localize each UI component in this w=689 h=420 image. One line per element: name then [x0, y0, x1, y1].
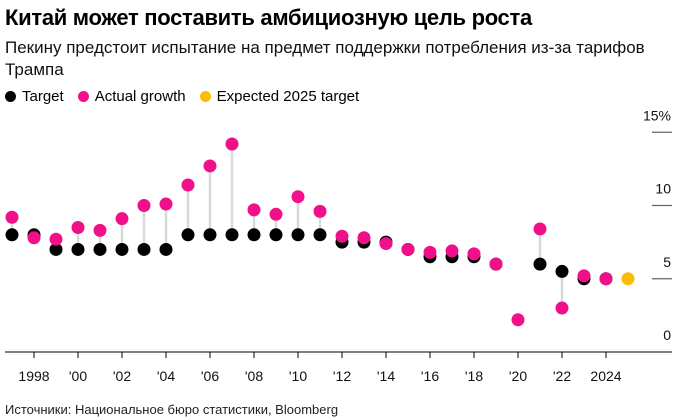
y-tick-label: 10 — [655, 181, 671, 197]
x-tick-label: '04 — [157, 368, 175, 384]
legend-item-actual: Actual growth — [77, 88, 186, 105]
target-point — [93, 242, 107, 256]
actual-growth-point — [181, 178, 195, 192]
chart-title: Китай может поставить амбициозную цель р… — [5, 5, 532, 30]
actual-growth-point — [467, 247, 481, 261]
actual-growth-point — [599, 272, 613, 286]
legend-item-target: Target — [5, 88, 64, 105]
target-point — [159, 242, 173, 256]
actual-growth-point — [401, 242, 415, 256]
legend-label-expected: Expected 2025 target — [216, 88, 360, 105]
actual-growth-point — [335, 229, 349, 243]
actual-growth-point — [511, 313, 525, 327]
actual-growth-point — [269, 207, 283, 221]
actual-growth-point — [203, 159, 217, 173]
x-tick-label: '08 — [245, 368, 263, 384]
actual-growth-point — [357, 231, 371, 245]
actual-growth-point — [489, 257, 503, 271]
y-tick-label: 5 — [663, 254, 671, 270]
x-tick-label: '14 — [377, 368, 395, 384]
x-tick-label: '06 — [201, 368, 219, 384]
chart-subtitle: Пекину предстоит испытание на предмет по… — [5, 38, 645, 79]
actual-growth-point — [93, 223, 107, 237]
x-tick-label: '12 — [333, 368, 351, 384]
x-tick-label: '22 — [553, 368, 571, 384]
actual-growth-point — [137, 199, 151, 212]
x-tick-label: '16 — [421, 368, 439, 384]
target-point — [115, 242, 129, 256]
target-point — [247, 228, 261, 242]
target-point — [5, 228, 19, 242]
source-note: Источники: Национальное бюро статистики,… — [5, 402, 339, 417]
x-tick-label: '10 — [289, 368, 307, 384]
legend: Target Actual growth Expected 2025 targe… — [5, 88, 359, 105]
x-tick-label: '00 — [69, 368, 87, 384]
actual-growth-point — [577, 269, 591, 283]
legend-swatch-target — [5, 91, 16, 102]
actual-growth-point — [49, 232, 63, 246]
actual-growth-point — [555, 301, 569, 315]
actual-growth-point — [313, 204, 327, 218]
target-point — [71, 242, 85, 256]
x-tick-label: '02 — [113, 368, 131, 384]
x-tick-label: 2024 — [590, 368, 621, 384]
x-tick-label: '18 — [465, 368, 483, 384]
actual-growth-point — [71, 220, 85, 234]
actual-growth-point — [225, 137, 239, 151]
expected-target-point — [621, 272, 635, 286]
target-point — [49, 242, 63, 256]
legend-label-actual: Actual growth — [94, 88, 186, 105]
target-point — [225, 228, 239, 242]
actual-growth-point — [445, 244, 459, 258]
actual-growth-point — [379, 237, 393, 251]
actual-growth-point — [5, 210, 19, 224]
target-point — [203, 228, 217, 242]
actual-growth-point — [159, 197, 173, 211]
target-point — [269, 228, 283, 242]
actual-growth-point — [533, 222, 547, 236]
y-tick-label: 15% — [643, 107, 671, 123]
target-point — [137, 242, 151, 256]
actual-growth-point — [247, 203, 261, 217]
y-tick-label: 0 — [663, 327, 671, 343]
legend-label-target: Target — [22, 88, 64, 105]
actual-growth-point — [27, 231, 41, 245]
actual-growth-point — [115, 212, 129, 226]
x-tick-label: '20 — [509, 368, 527, 384]
target-point — [533, 257, 547, 271]
target-point — [555, 264, 569, 278]
target-point — [181, 228, 195, 242]
legend-swatch-actual — [77, 91, 89, 102]
legend-item-expected: Expected 2025 target — [199, 88, 360, 105]
x-tick-label: 1998 — [18, 368, 49, 384]
actual-growth-point — [423, 245, 437, 259]
actual-growth-point — [291, 190, 305, 204]
target-point — [313, 228, 327, 242]
target-point — [291, 228, 305, 242]
legend-swatch-expected — [199, 91, 211, 102]
